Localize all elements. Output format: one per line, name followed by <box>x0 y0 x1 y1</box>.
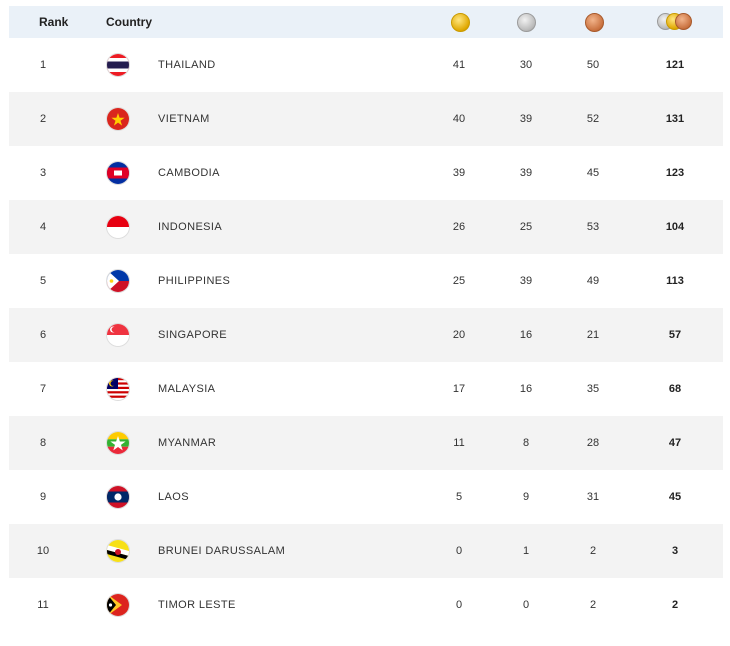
gold-count: 26 <box>452 221 466 233</box>
table-row[interactable]: 3 CAMBODIA 39 39 45 123 <box>9 146 723 200</box>
silver-count: 30 <box>519 59 533 71</box>
table-row[interactable]: 8 MYANMAR 11 8 28 47 <box>9 416 723 470</box>
bronze-count: 2 <box>589 599 597 611</box>
table-row[interactable]: 9 LAOS 5 9 31 45 <box>9 470 723 524</box>
total-count: 131 <box>665 113 685 125</box>
rank-cell: 1 <box>39 59 47 71</box>
total-count: 104 <box>665 221 685 233</box>
rank-cell: 2 <box>39 113 47 125</box>
table-row[interactable]: 1 THAILAND 41 30 50 121 <box>9 38 723 92</box>
total-count: 57 <box>668 329 682 341</box>
total-count: 113 <box>666 275 684 287</box>
gold-count: 41 <box>452 59 466 71</box>
total-count: 2 <box>671 599 679 611</box>
bronze-count: 49 <box>586 275 600 287</box>
singapore-flag-icon <box>106 323 130 347</box>
rank-cell: 4 <box>39 221 47 233</box>
table-row[interactable]: 5 PHILIPPINES 25 39 49 113 <box>9 254 723 308</box>
silver-count: 8 <box>522 437 530 449</box>
rank-cell: 7 <box>39 383 47 395</box>
country-name[interactable]: TIMOR LESTE <box>158 599 236 611</box>
rank-column-header[interactable]: Rank <box>39 15 69 29</box>
gold-count: 0 <box>455 599 463 611</box>
medal-table: Rank Country 1 THAILAND 41 30 50 121 2 V… <box>9 6 723 632</box>
rank-cell: 6 <box>39 329 47 341</box>
country-name[interactable]: MYANMAR <box>158 437 217 449</box>
gold-count: 40 <box>452 113 466 125</box>
silver-count: 25 <box>519 221 533 233</box>
total-count: 47 <box>668 437 682 449</box>
silver-count: 39 <box>519 275 533 287</box>
bronze-count: 28 <box>586 437 600 449</box>
gold-count: 11 <box>453 437 465 449</box>
cambodia-flag-icon <box>106 161 130 185</box>
silver-count: 9 <box>522 491 530 503</box>
thailand-flag-icon <box>106 53 130 77</box>
silver-count: 0 <box>522 599 530 611</box>
rank-cell: 8 <box>39 437 47 449</box>
table-header: Rank Country <box>9 6 723 38</box>
table-row[interactable]: 6 SINGAPORE 20 16 21 57 <box>9 308 723 362</box>
rank-cell: 3 <box>39 167 47 179</box>
rank-cell: 10 <box>36 545 50 557</box>
silver-count: 16 <box>519 383 533 395</box>
total-count: 68 <box>668 383 682 395</box>
table-row[interactable]: 7 MALAYSIA 17 16 35 68 <box>9 362 723 416</box>
country-name[interactable]: BRUNEI DARUSSALAM <box>158 545 286 557</box>
total-count: 45 <box>668 491 682 503</box>
table-row[interactable]: 11 TIMOR LESTE 0 0 2 2 <box>9 578 723 632</box>
silver-count: 16 <box>519 329 533 341</box>
silver-count: 1 <box>522 545 530 557</box>
table-row[interactable]: 4 INDONESIA 26 25 53 104 <box>9 200 723 254</box>
total-medals-icon[interactable] <box>657 13 692 30</box>
bronze-count: 31 <box>586 491 600 503</box>
brunei-flag-icon <box>106 539 130 563</box>
total-count: 123 <box>665 167 685 179</box>
gold-count: 5 <box>455 491 463 503</box>
timor-leste-flag-icon <box>106 593 130 617</box>
vietnam-flag-icon <box>106 107 130 131</box>
silver-count: 39 <box>519 113 533 125</box>
rank-cell: 9 <box>39 491 47 503</box>
table-row[interactable]: 10 BRUNEI DARUSSALAM 0 1 2 3 <box>9 524 723 578</box>
rank-cell: 11 <box>37 599 49 611</box>
gold-count: 20 <box>452 329 466 341</box>
silver-medal-icon[interactable] <box>517 13 536 32</box>
table-row[interactable]: 2 VIETNAM 40 39 52 131 <box>9 92 723 146</box>
rank-cell: 5 <box>39 275 47 287</box>
country-name[interactable]: LAOS <box>158 491 189 503</box>
gold-count: 17 <box>452 383 466 395</box>
silver-count: 39 <box>519 167 533 179</box>
bronze-count: 52 <box>586 113 600 125</box>
total-count: 121 <box>665 59 685 71</box>
bronze-count: 35 <box>586 383 600 395</box>
country-name[interactable]: VIETNAM <box>158 113 210 125</box>
bronze-count: 21 <box>586 329 600 341</box>
philippines-flag-icon <box>106 269 130 293</box>
bronze-count: 2 <box>589 545 597 557</box>
gold-count: 39 <box>452 167 466 179</box>
country-name[interactable]: SINGAPORE <box>158 329 228 341</box>
country-name[interactable]: CAMBODIA <box>158 167 220 179</box>
laos-flag-icon <box>106 485 130 509</box>
country-name[interactable]: PHILIPPINES <box>158 275 231 287</box>
total-count: 3 <box>671 545 679 557</box>
bronze-count: 50 <box>586 59 600 71</box>
country-name[interactable]: INDONESIA <box>158 221 223 233</box>
bronze-medal-icon[interactable] <box>585 13 604 32</box>
bronze-count: 53 <box>586 221 600 233</box>
gold-count: 0 <box>455 545 463 557</box>
bronze-count: 45 <box>586 167 600 179</box>
malaysia-flag-icon <box>106 377 130 401</box>
country-name[interactable]: MALAYSIA <box>158 383 216 395</box>
gold-count: 25 <box>452 275 466 287</box>
myanmar-flag-icon <box>106 431 130 455</box>
country-column-header[interactable]: Country <box>106 15 152 29</box>
gold-medal-icon[interactable] <box>451 13 470 32</box>
indonesia-flag-icon <box>106 215 130 239</box>
country-name[interactable]: THAILAND <box>158 59 216 71</box>
